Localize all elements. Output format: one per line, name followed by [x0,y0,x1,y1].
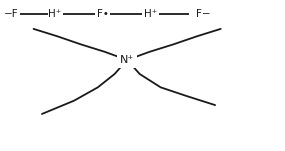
Text: −F: −F [4,9,18,19]
Text: H⁺: H⁺ [144,9,157,19]
Text: N⁺: N⁺ [120,55,134,65]
Text: F−: F− [196,9,210,19]
Text: F•: F• [97,9,109,19]
Text: H⁺: H⁺ [48,9,61,19]
